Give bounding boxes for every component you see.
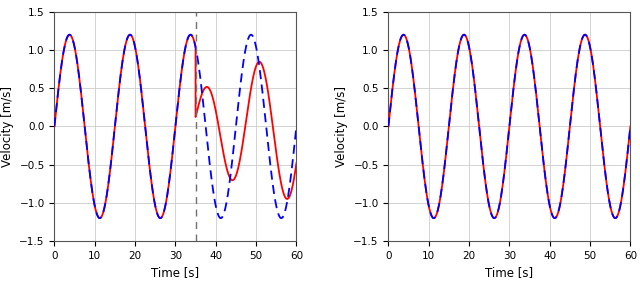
X-axis label: Time [s]: Time [s] xyxy=(151,266,200,279)
X-axis label: Time [s]: Time [s] xyxy=(485,266,534,279)
Y-axis label: Velocity [m/s]: Velocity [m/s] xyxy=(1,86,13,167)
Y-axis label: Velocity [m/s]: Velocity [m/s] xyxy=(335,86,348,167)
